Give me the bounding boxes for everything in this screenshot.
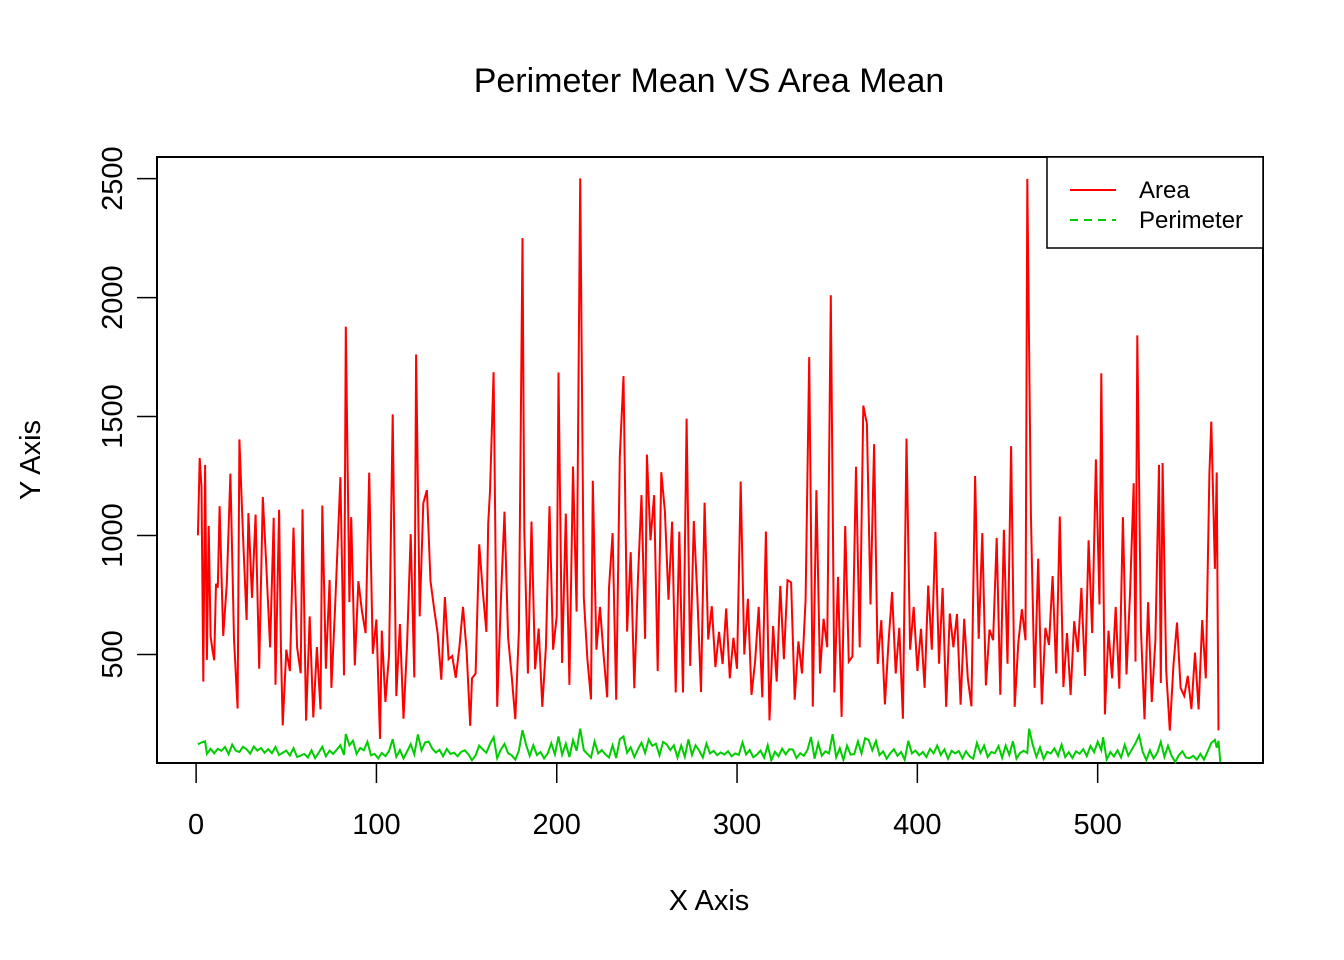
x-tick-label: 400 xyxy=(893,809,941,841)
x-tick-label: 100 xyxy=(352,809,400,841)
x-tick-label: 200 xyxy=(533,809,581,841)
y-axis: 500 1000 1500 2000 2500 xyxy=(97,146,158,679)
legend-box xyxy=(1046,156,1264,249)
y-tick-label: 500 xyxy=(97,630,129,678)
x-axis: 0 100 200 300 400 500 xyxy=(188,762,1122,841)
legend: Area Perimeter xyxy=(1046,156,1264,249)
x-axis-title: X Axis xyxy=(669,885,750,917)
series-line-perimeter xyxy=(197,728,1222,765)
x-tick-label: 300 xyxy=(713,809,761,841)
y-tick-label: 2000 xyxy=(97,265,129,330)
series-lines xyxy=(196,178,1222,765)
legend-label-area: Area xyxy=(1139,177,1190,204)
y-tick-label: 2500 xyxy=(97,146,129,211)
legend-label-perimeter: Perimeter xyxy=(1139,207,1243,234)
x-tick-label: 0 xyxy=(188,809,204,841)
y-axis-title: Y Axis xyxy=(15,420,47,500)
series-line-area xyxy=(196,178,1220,739)
chart-title: Perimeter Mean VS Area Mean xyxy=(474,62,945,100)
x-tick-label: 500 xyxy=(1073,809,1121,841)
y-tick-label: 1000 xyxy=(97,503,129,568)
plot-area xyxy=(196,178,1222,765)
y-tick-label: 1500 xyxy=(97,384,129,449)
